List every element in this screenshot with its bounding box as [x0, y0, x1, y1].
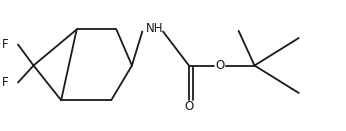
Text: O: O [184, 100, 193, 113]
Text: NH: NH [146, 22, 163, 35]
Text: F: F [2, 76, 8, 89]
Text: O: O [215, 59, 225, 72]
Text: F: F [2, 38, 8, 51]
